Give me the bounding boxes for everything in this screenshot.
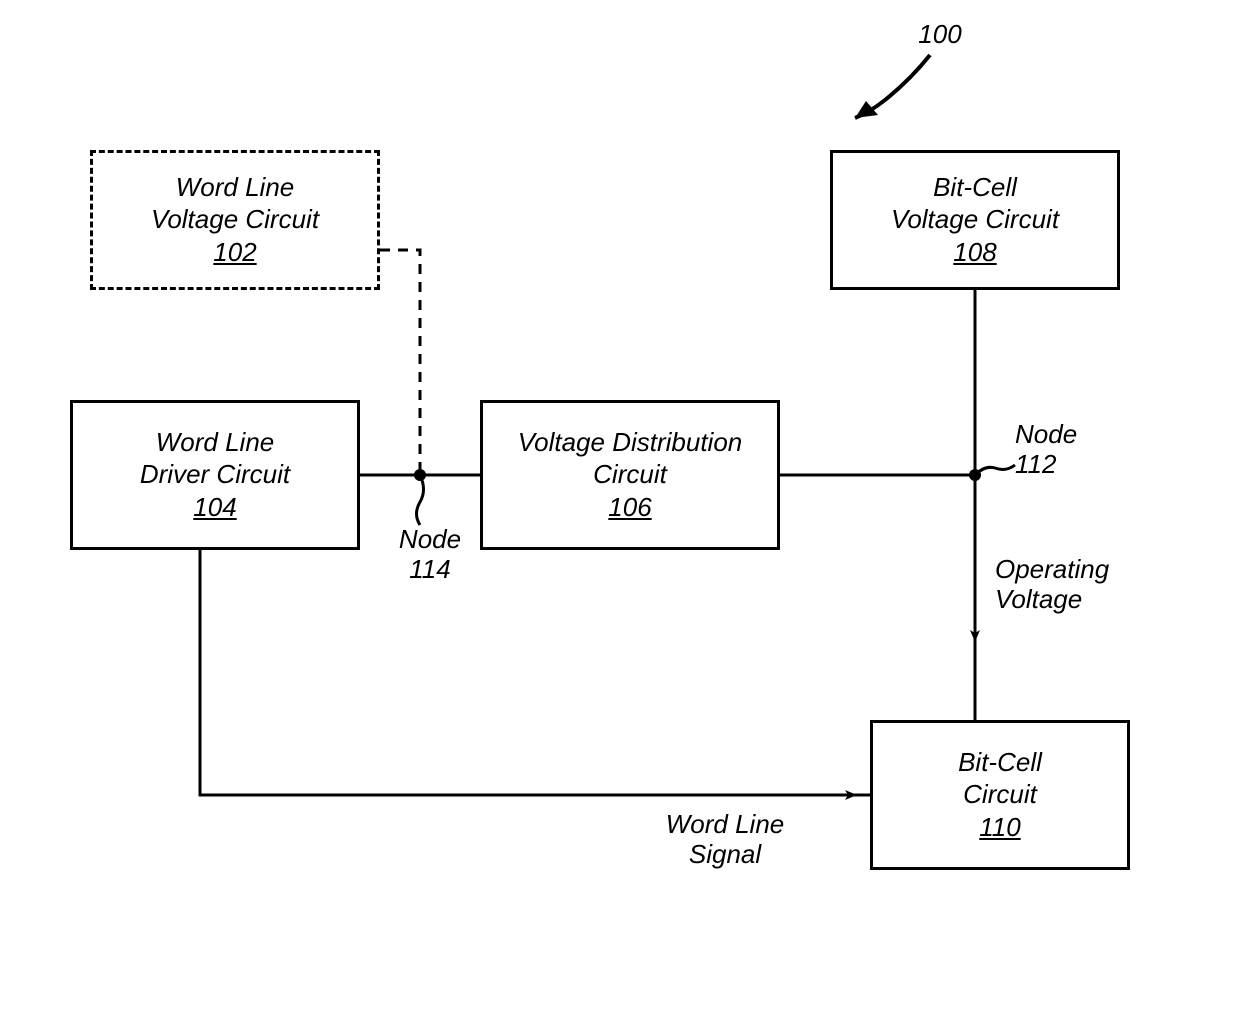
block-wl-driver: Word LineDriver Circuit 104 (70, 400, 360, 550)
node-114-num: 114 (409, 554, 450, 584)
leader-n112 (975, 465, 1015, 475)
node-112-text: Node (1015, 419, 1077, 449)
annotation-operating-voltage: OperatingVoltage (995, 555, 1145, 615)
edge-104-to-110 (200, 550, 870, 795)
ref-label-100: 100 (900, 20, 980, 50)
block-wl-voltage-title: Word LineVoltage Circuit (151, 172, 319, 234)
block-wl-voltage: Word LineVoltage Circuit 102 (90, 150, 380, 290)
block-bc-circuit-title: Bit-CellCircuit (958, 747, 1042, 809)
node-114-text: Node (399, 524, 461, 554)
block-bc-voltage-title: Bit-CellVoltage Circuit (891, 172, 1059, 234)
block-vdist: Voltage DistributionCircuit 106 (480, 400, 780, 550)
node-112-num: 112 (1015, 449, 1056, 479)
block-bc-circuit-num: 110 (979, 812, 1020, 843)
block-bc-voltage-num: 108 (953, 237, 996, 268)
block-wl-driver-num: 104 (193, 492, 236, 523)
node-112-label: Node 112 (1015, 420, 1105, 480)
annotation-word-line-signal: Word LineSignal (640, 810, 810, 870)
diagram-canvas: 100 Word LineVoltage Circuit 102 Word Li… (0, 0, 1240, 1036)
block-bc-voltage: Bit-CellVoltage Circuit 108 (830, 150, 1120, 290)
block-wl-voltage-num: 102 (213, 237, 256, 268)
node-114-label: Node 114 (390, 525, 470, 585)
ref-arrow-100 (855, 55, 930, 118)
block-vdist-num: 106 (608, 492, 651, 523)
block-vdist-title: Voltage DistributionCircuit (518, 427, 743, 489)
edge-102-to-n114 (380, 250, 420, 475)
leader-n114 (417, 475, 424, 525)
block-bc-circuit: Bit-CellCircuit 110 (870, 720, 1130, 870)
block-wl-driver-title: Word LineDriver Circuit (140, 427, 290, 489)
